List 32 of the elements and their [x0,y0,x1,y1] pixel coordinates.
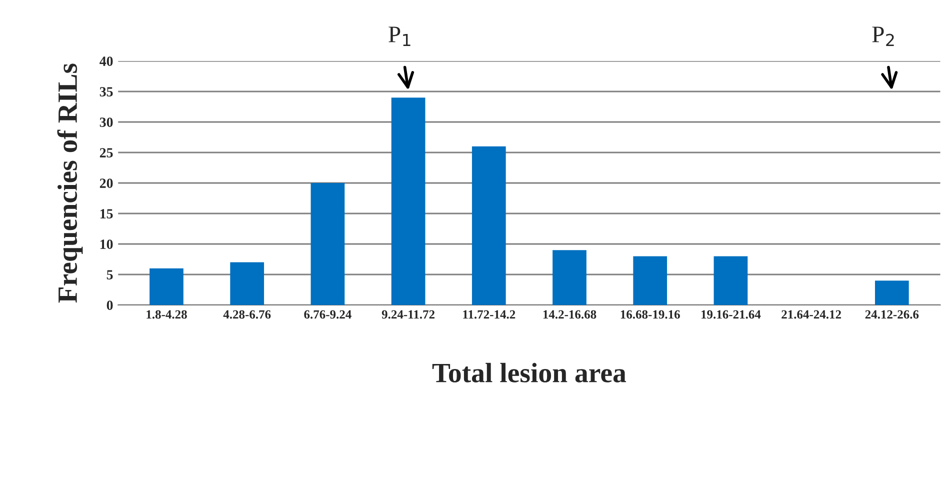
x-tick-label: 9.24-11.72 [382,310,434,319]
bar [472,146,506,305]
bar [714,256,748,305]
y-tick-label: 20 [100,178,113,188]
annotation: P$_{2}$ [872,26,894,46]
x-tick-label: 24.12-26.6 [865,310,919,319]
bar [310,183,345,305]
x-tick-label: 21.64-24.12 [782,310,841,319]
x-axis-title: Total lesion area [432,362,626,382]
y-tick-label: 0 [106,300,113,310]
y-tick-label: 15 [100,209,113,218]
y-tick-label: 35 [100,87,113,96]
bar [874,280,909,305]
y-tick-label: 10 [100,240,113,249]
x-tick-label: 4.28-6.76 [223,310,271,319]
x-tick-label: 14.2-16.68 [543,310,596,319]
x-tick-label: 19.16-21.64 [702,310,761,319]
y-axis-title: Frequencies of RILs [57,64,83,303]
bar [391,98,426,305]
y-tick-label: 5 [106,270,113,280]
bar [150,268,184,305]
bar [633,256,668,305]
y-tick-label: 25 [100,148,113,158]
x-tick-label: 16.68-19.16 [620,310,680,319]
y-tick-label: 40 [100,56,113,66]
x-tick-label: 11.72-14.2 [463,310,516,319]
x-tick-label: 6.76-9.24 [304,310,352,319]
bar [552,250,586,305]
bar [230,262,264,305]
x-tick-label: 1.8-4.28 [146,310,187,319]
y-tick-label: 30 [100,118,113,127]
annotation: P$_{1}$ [388,26,410,46]
